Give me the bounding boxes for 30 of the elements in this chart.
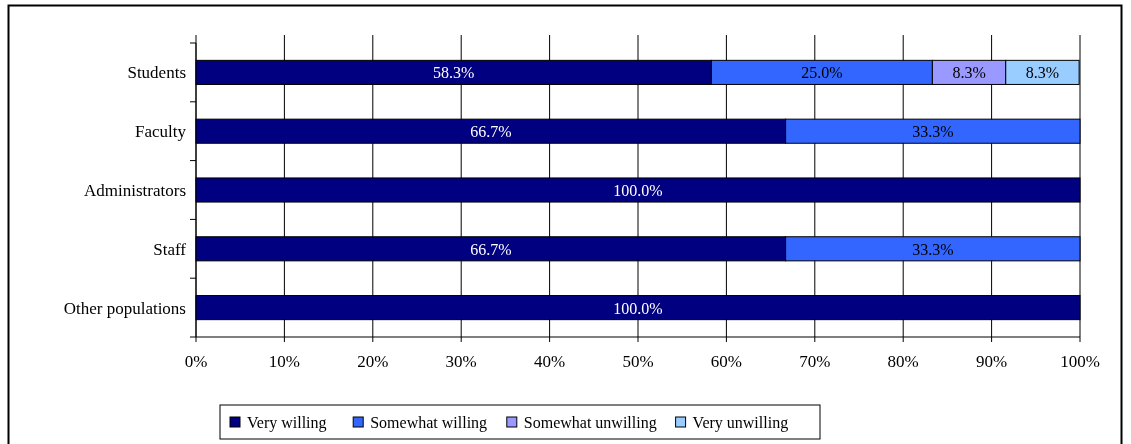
x-tick-label: 90% bbox=[976, 352, 1008, 371]
legend-label: Somewhat unwilling bbox=[523, 414, 657, 432]
x-tick-label: 20% bbox=[357, 352, 389, 371]
legend-label: Very willing bbox=[247, 414, 327, 432]
y-tick-label: Other populations bbox=[63, 298, 186, 318]
x-tick-label: 0% bbox=[184, 352, 208, 371]
x-tick-label: 100% bbox=[1060, 352, 1100, 371]
y-tick-label: Students bbox=[127, 63, 186, 83]
y-tick-label: Faculty bbox=[135, 122, 187, 142]
x-tick-label: 40% bbox=[534, 352, 566, 371]
legend-label: Somewhat willing bbox=[370, 414, 488, 432]
x-tick-label: 60% bbox=[710, 352, 742, 371]
data-label: 58.3% bbox=[433, 64, 475, 82]
data-label: 100.0% bbox=[613, 182, 663, 199]
data-label: 8.3% bbox=[952, 64, 986, 82]
data-label: 33.3% bbox=[912, 123, 954, 141]
x-tick-label: 70% bbox=[799, 352, 831, 371]
data-label: 8.3% bbox=[1025, 64, 1060, 82]
data-label: 66.7% bbox=[470, 240, 512, 258]
data-label: 100.0% bbox=[613, 299, 663, 317]
y-tick-label: Staff bbox=[153, 239, 187, 259]
data-label: 33.3% bbox=[912, 240, 954, 258]
data-label: 25.0% bbox=[801, 64, 843, 82]
x-tick-label: 10% bbox=[268, 352, 300, 371]
x-tick-label: 30% bbox=[445, 352, 477, 371]
x-tick-label: 50% bbox=[622, 352, 654, 371]
y-tick-label: Administrators bbox=[84, 181, 186, 200]
legend-label: Very unwilling bbox=[692, 414, 789, 432]
data-label: 66.7% bbox=[470, 123, 512, 141]
x-tick-label: 80% bbox=[887, 352, 919, 371]
